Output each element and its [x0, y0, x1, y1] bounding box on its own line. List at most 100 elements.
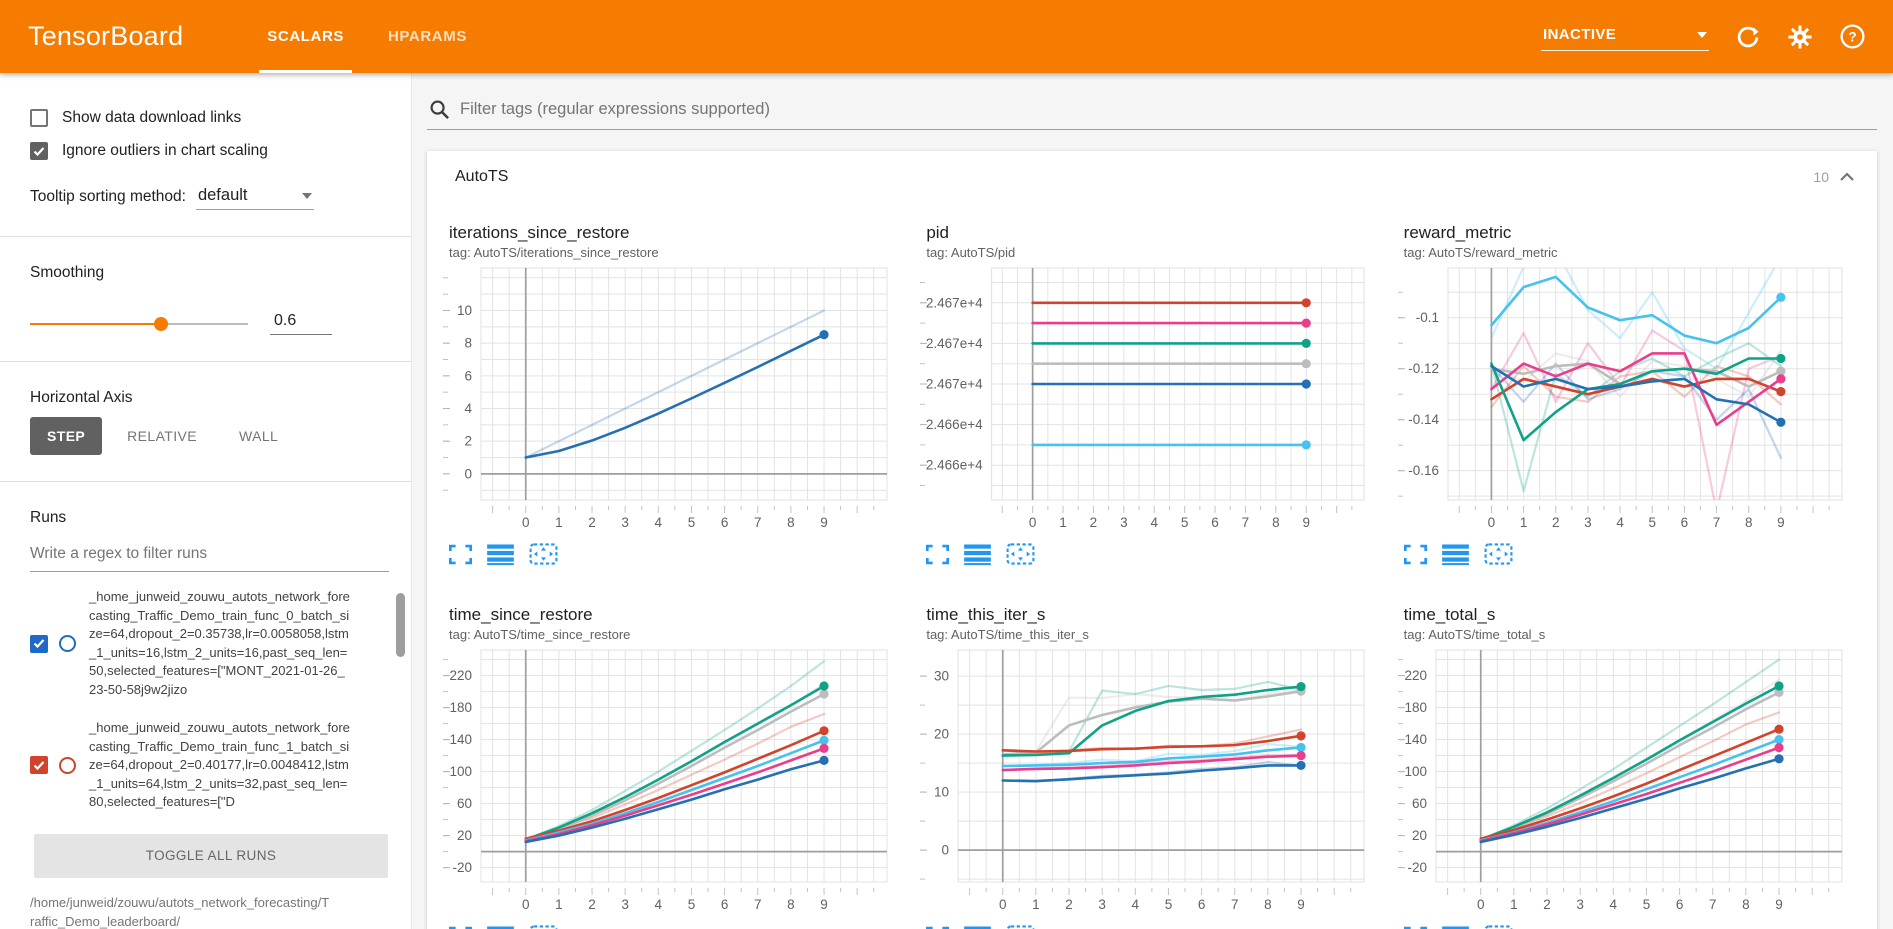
run-list-scrollbar[interactable]	[396, 593, 405, 657]
tag-filter-input[interactable]	[460, 100, 1875, 119]
fit-domain-icon[interactable]	[1484, 925, 1513, 929]
expand-chart-icon[interactable]	[449, 926, 472, 929]
app-header: TensorBoard SCALARS HPARAMS INACTIVE	[0, 0, 1893, 73]
run-label[interactable]: _home_junweid_zouwu_autots_network_forec…	[89, 720, 350, 809]
expand-chart-icon[interactable]	[449, 544, 472, 565]
axis-relative-button[interactable]: RELATIVE	[127, 428, 198, 444]
series-end-dot	[1301, 379, 1312, 389]
axis-step-button[interactable]: STEP	[30, 417, 103, 455]
svg-text:8: 8	[787, 897, 795, 912]
run-selector-icon[interactable]	[964, 543, 992, 565]
series-end-dot	[1296, 742, 1306, 753]
series-end-dot	[1775, 387, 1786, 397]
tab-scalars[interactable]: SCALARS	[245, 0, 366, 73]
svg-text:4: 4	[1609, 897, 1617, 912]
chart-plot[interactable]: 0 10 20 30 0 1 2 3 4 5 6 7 8 9	[918, 646, 1370, 914]
chart-plot[interactable]: 0 2 4 6 8 10 0 1 2 3 4 5 6 7 8 9	[441, 264, 893, 532]
tooltip-sorting-dropdown[interactable]: default	[195, 186, 314, 210]
tab-hparams[interactable]: HPARAMS	[388, 28, 467, 45]
chart-plot[interactable]: -0.16 -0.14 -0.12 -0.1 0 1 2 3 4 5 6 7 8 9	[1396, 264, 1848, 532]
chart-plot[interactable]: 2.466e+4 2.466e+4 2.467e+4 2.467e+4 2.467e+4…	[918, 264, 1370, 532]
slider-thumb[interactable]	[153, 316, 168, 331]
chart-plot[interactable]: -20 20 60 100 140 180 220 0 1 2 3 4 5 6 7 8 9	[1396, 646, 1848, 914]
series-smoothed	[1001, 764, 1303, 783]
run-selector-icon[interactable]	[487, 543, 514, 565]
series-end-dot	[1301, 440, 1312, 450]
chart-iterations_since_restore: iterations_since_restore tag: AutoTS/iter…	[441, 223, 910, 565]
series-smoothed	[1479, 691, 1780, 841]
run-selector-icon[interactable]	[1441, 543, 1469, 565]
chevron-up-icon[interactable]	[1839, 172, 1855, 182]
svg-text:2.466e+4: 2.466e+4	[926, 458, 983, 473]
svg-text:8: 8	[464, 336, 472, 351]
svg-text:3: 3	[1584, 515, 1592, 530]
series-end-dot	[1775, 292, 1786, 302]
tag-filter-bar	[427, 95, 1877, 130]
svg-text:?: ?	[1848, 29, 1856, 44]
run-radio[interactable]	[59, 756, 76, 774]
series-end-dot	[819, 755, 829, 765]
series-end-dot	[1775, 417, 1786, 427]
svg-text:9: 9	[820, 515, 828, 530]
svg-text:4: 4	[1616, 515, 1624, 530]
axis-wall-button[interactable]: WALL	[239, 428, 279, 444]
run-filter-input[interactable]	[30, 541, 389, 572]
series-smoothed	[524, 759, 826, 844]
sidebar: Show data download links Ignore outliers…	[0, 73, 412, 929]
chart-title: iterations_since_restore	[449, 223, 630, 242]
refresh-icon[interactable]	[1735, 24, 1761, 50]
run-checkbox[interactable]	[30, 634, 48, 653]
chart-pid: pid tag: AutoTS/pid 2.466e+4 2.466e+4 2.467e…	[918, 223, 1387, 565]
run-label[interactable]: _home_junweid_zouwu_autots_network_forec…	[89, 589, 350, 697]
series-end-dot	[1296, 760, 1306, 771]
fit-domain-icon[interactable]	[529, 925, 558, 929]
svg-text:6: 6	[464, 368, 472, 383]
svg-text:0: 0	[522, 515, 530, 530]
fit-domain-icon[interactable]	[1006, 543, 1035, 565]
fit-domain-icon[interactable]	[529, 543, 558, 565]
svg-text:140: 140	[449, 732, 472, 747]
show-download-links-checkbox[interactable]: Show data download links	[30, 109, 389, 127]
series-smoothed	[524, 739, 826, 842]
svg-text:3: 3	[1120, 515, 1128, 530]
ignore-outliers-checkbox[interactable]: Ignore outliers in chart scaling	[30, 142, 389, 160]
svg-text:-20: -20	[1407, 860, 1427, 875]
svg-text:20: 20	[934, 727, 949, 742]
expand-chart-icon[interactable]	[1403, 544, 1427, 565]
expand-chart-icon[interactable]	[1403, 926, 1427, 929]
series-end-dot	[819, 743, 829, 753]
run-radio[interactable]	[59, 635, 76, 652]
svg-text:5: 5	[688, 897, 696, 912]
series-smoothed	[1489, 357, 1782, 442]
data-status-dropdown[interactable]: INACTIVE	[1541, 22, 1709, 51]
fit-domain-icon[interactable]	[1484, 543, 1513, 565]
svg-text:1: 1	[555, 515, 563, 530]
help-icon[interactable]: ?	[1839, 24, 1865, 50]
chart-toolbar	[1403, 925, 1865, 929]
smoothing-slider[interactable]	[30, 316, 248, 331]
run-selector-icon[interactable]	[1441, 925, 1469, 929]
svg-text:7: 7	[1709, 897, 1717, 912]
series-end-dot	[1301, 359, 1312, 369]
expand-chart-icon[interactable]	[926, 544, 950, 565]
svg-text:1: 1	[1519, 515, 1527, 530]
run-selector-icon[interactable]	[964, 925, 992, 929]
series-end-dot	[819, 330, 829, 340]
smoothing-value[interactable]: 0.6	[270, 312, 332, 335]
series-raw	[524, 309, 826, 459]
svg-text:20: 20	[1412, 828, 1427, 843]
chart-plot[interactable]: -20 20 60 100 140 180 220 0 1 2 3 4 5 6 7 8 9	[441, 646, 893, 914]
expand-chart-icon[interactable]	[926, 926, 950, 929]
svg-text:2: 2	[1552, 515, 1560, 530]
settings-gear-icon[interactable]	[1787, 24, 1813, 50]
series-smoothed	[524, 747, 826, 843]
toggle-all-runs-button[interactable]: TOGGLE ALL RUNS	[34, 833, 388, 878]
chart-title: time_since_restore	[449, 605, 593, 624]
svg-text:8: 8	[1745, 515, 1753, 530]
run-checkbox[interactable]	[30, 756, 48, 775]
svg-text:7: 7	[1712, 515, 1720, 530]
fit-domain-icon[interactable]	[1006, 925, 1035, 929]
autots-section-header[interactable]: AutoTS 10	[427, 151, 1877, 199]
run-selector-icon[interactable]	[487, 925, 514, 929]
